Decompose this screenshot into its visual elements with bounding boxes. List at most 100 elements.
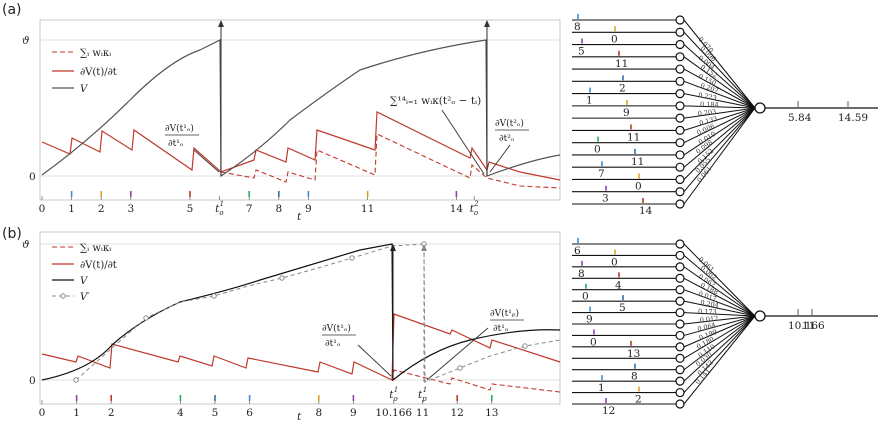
panel-a-legend-deriv: ∂V(t)/∂t (80, 67, 117, 78)
synapse-edge (683, 107, 756, 180)
marker (522, 343, 528, 349)
panel-b-derivative-line (41, 313, 561, 381)
input-node (675, 239, 685, 249)
xtick-sub: o (474, 209, 478, 217)
input-node (675, 138, 685, 148)
xtick-label: 0 (39, 407, 46, 419)
xtick-label: 1 (68, 203, 75, 215)
input-node (675, 296, 685, 306)
panel-a-annotation-2-num: ∂V(t²ₒ) (495, 118, 524, 129)
input-node (675, 330, 685, 341)
panel-a-xlabel: t (297, 211, 302, 223)
input-spike-time: 5 (619, 302, 626, 314)
time-label-sup: 1 (423, 386, 427, 394)
xtick-label: to2 (470, 200, 479, 217)
time-label: tp1 (418, 386, 427, 403)
panel-b-spike-arrowhead-2 (421, 244, 427, 251)
synapse-weight: 0.203 (697, 108, 716, 118)
xtick-label: 9 (350, 407, 357, 419)
xtick-label: 8 (275, 203, 282, 215)
panel-a-annotation-2-den: ∂t²ₒ (499, 134, 515, 144)
input-spike-time: 0 (611, 33, 618, 45)
xtick-label: 1 (73, 407, 80, 419)
synapse-weight: 0.223 (698, 91, 718, 102)
time-label: to1 (389, 386, 398, 403)
marker (73, 377, 79, 383)
input-node (675, 76, 685, 86)
input-spike-time: 2 (619, 82, 626, 94)
panel-a-legend-sum: ∑ᵢ wᵢκᵢ (80, 48, 111, 59)
input-spike-time: 11 (631, 156, 644, 168)
input-spike-time: 7 (598, 168, 605, 180)
input-spike-time: 9 (623, 107, 630, 119)
panel-b-time-labels: to1 tp1 (389, 386, 427, 403)
xtick-label: 3 (127, 203, 134, 215)
panel-a-frame (39, 19, 561, 201)
xtick-label: 9 (305, 203, 312, 215)
output-neuron (754, 102, 766, 114)
panel-b-ytick-top: ϑ (22, 239, 30, 251)
panel-b-annotation-2-arrow (426, 327, 489, 381)
xtick-sup: 2 (473, 200, 479, 208)
xtick-label: 7 (246, 203, 253, 215)
panel-b-annotation-2-den: ∂t¹ₒ (493, 324, 509, 334)
synapse-edge (683, 315, 756, 348)
synapse-weight: 0.184 (700, 100, 719, 108)
input-node (675, 27, 685, 37)
panel-a-annotation-1-num: ∂V(t¹ₒ) (165, 123, 194, 134)
xtick-label: 5 (187, 203, 194, 215)
panel-b-ytick-zero: 0 (29, 375, 36, 387)
input-node (675, 187, 685, 197)
marker (143, 315, 149, 321)
time-label-sub: o (394, 395, 398, 403)
marker (279, 275, 285, 281)
panel-a-annotation-1-den: ∂t¹ₒ (168, 139, 184, 149)
synapse-edge (683, 289, 756, 317)
input-spike-time: 0 (635, 180, 642, 192)
input-node (675, 376, 685, 386)
input-spike-time: 6 (574, 245, 581, 257)
input-spike-time: 8 (578, 268, 585, 280)
panel-b-plot: ϑ 0 t 0 1 2 4 5 6 8 9 10.166 11 12 13 to1 tp1 ∑ᵢ (22, 231, 561, 423)
input-node (675, 273, 685, 283)
input-spike-time: 1 (598, 382, 605, 394)
panel-a-spike-arrowhead-2 (484, 20, 490, 27)
panel-a-label: (a) (2, 2, 22, 18)
input-node (675, 262, 685, 272)
panel-b-potential-prime-markers (73, 241, 528, 383)
panel-a-sum-kernel-line (220, 133, 561, 189)
synapse-edge (683, 31, 756, 109)
panel-b-potential-line (41, 243, 561, 382)
synapse-edge (683, 107, 756, 119)
panel-a-annotation-2-arrow (489, 144, 511, 173)
xtick-label: 12 (451, 407, 464, 419)
synapse-edge (683, 80, 756, 109)
panel-b-spike-arrowhead-1 (390, 244, 396, 251)
synapse-weight: 0.204 (700, 299, 720, 310)
panel-b-legend-sum: ∑ᵢ wᵢκᵢ (80, 243, 111, 254)
panel-a-ytick-top: ϑ (22, 35, 30, 47)
xtick-label: 0 (39, 203, 46, 215)
output-neuron (754, 310, 766, 322)
input-spike-time: 0 (594, 144, 601, 156)
panel-b-xlabel: t (297, 411, 302, 423)
input-node (675, 101, 685, 111)
synapse-edge (683, 315, 756, 382)
input-spike-time: 14 (639, 205, 653, 217)
input-node (675, 365, 685, 375)
output-spike-time: 11 (802, 320, 815, 332)
panel-b-annotation-1-arrow (357, 344, 392, 377)
synapse-edge (683, 93, 756, 109)
xtick-label: 11 (416, 407, 429, 419)
synapse-edge (683, 277, 756, 317)
synapse-edge (683, 19, 756, 109)
xtick-label: 8 (315, 407, 322, 419)
input-spike-time: 2 (635, 394, 642, 406)
synapse-weight: 0.012 (699, 314, 718, 324)
panel-a-spike-arrowhead-1 (218, 20, 224, 27)
synapse-edge (683, 315, 756, 325)
panel-b-legend-deriv: ∂V(t)/∂t (80, 260, 117, 271)
panel-a-annotation-1-arrow (193, 149, 220, 173)
panel-b-annotation-1-num: ∂V(t¹ₒ) (322, 323, 351, 334)
input-node (675, 150, 685, 160)
